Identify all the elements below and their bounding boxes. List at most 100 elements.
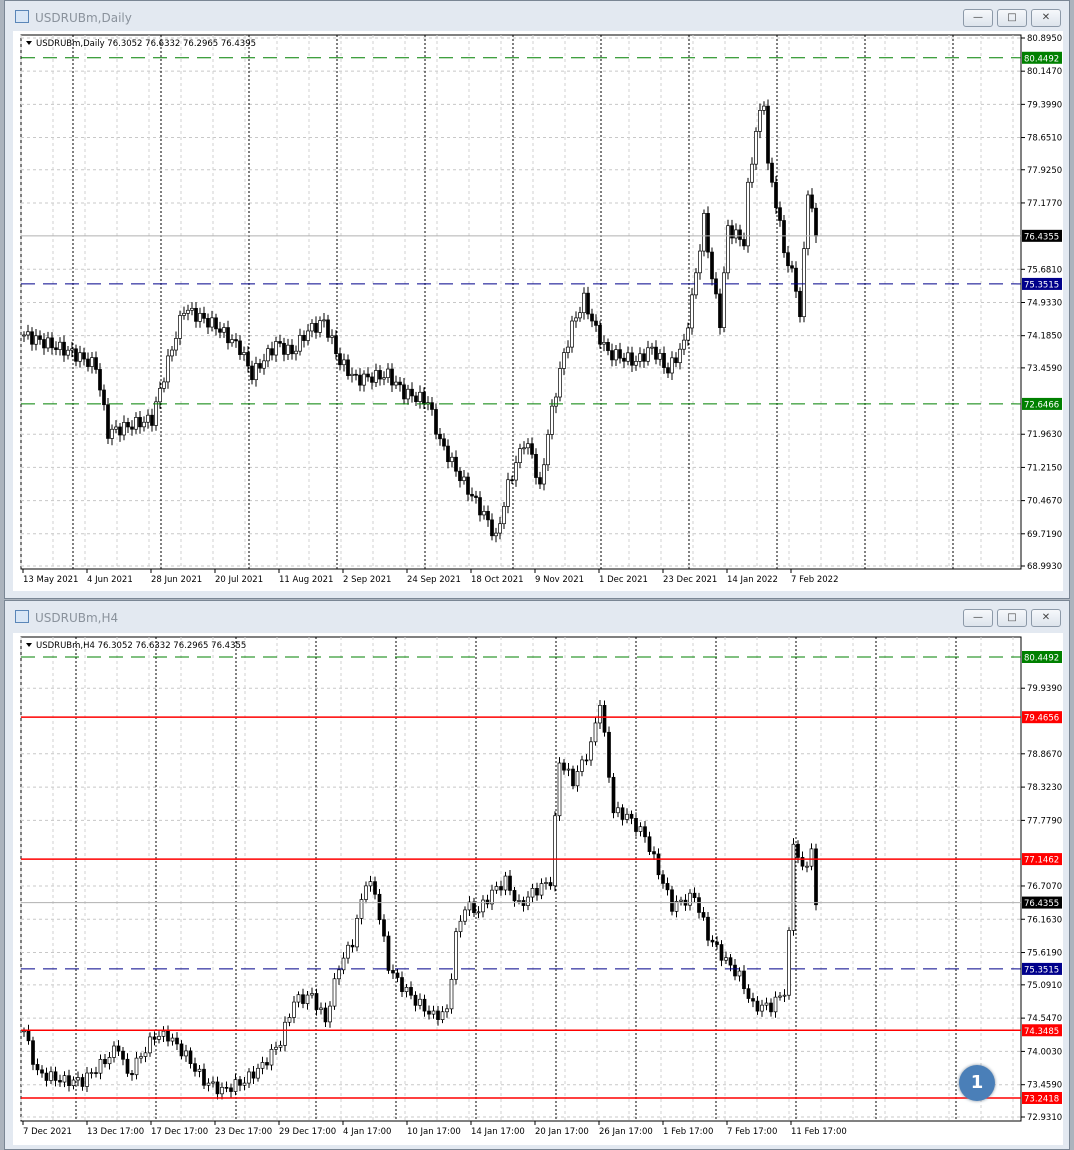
candle	[436, 1010, 440, 1020]
candle	[607, 731, 611, 778]
candle	[278, 341, 282, 344]
candle	[382, 919, 386, 937]
price-level-tag	[1022, 853, 1062, 866]
candle	[318, 320, 322, 333]
candle	[580, 759, 584, 772]
candle	[652, 851, 656, 855]
y-tick-label: 76.1630	[1027, 915, 1062, 925]
x-tick-label: 4 Jan 17:00	[343, 1127, 391, 1137]
candle	[796, 843, 800, 858]
candle	[742, 239, 746, 247]
candle	[656, 853, 661, 876]
candle	[582, 292, 586, 314]
candle	[706, 213, 710, 253]
candle	[490, 519, 494, 537]
h4-chart[interactable]: 79.9390 78.8670 78.3230 77.7790 76.7070 76.16…	[13, 633, 1063, 1145]
candle	[790, 265, 794, 269]
candle	[814, 207, 818, 237]
candle	[346, 359, 350, 376]
candle	[58, 341, 62, 350]
candle	[197, 1068, 202, 1072]
collapse-triangle-icon	[26, 643, 32, 647]
candle	[698, 250, 702, 274]
candle	[550, 405, 554, 435]
candle	[82, 352, 86, 360]
daily-chart-canvas[interactable]: 80.8950 80.1470 79.3990 78.6510 77.9250 77.17…	[13, 31, 1065, 591]
price-level-tag	[1022, 1091, 1062, 1104]
candle	[74, 348, 78, 362]
candle	[328, 1005, 332, 1023]
candle	[778, 207, 782, 221]
candle	[512, 890, 517, 902]
candle	[362, 373, 366, 386]
candle	[242, 352, 246, 355]
candle	[358, 374, 362, 386]
candle	[482, 511, 486, 516]
candle	[526, 443, 530, 449]
close-button[interactable]: ✕	[1031, 9, 1061, 27]
candle	[193, 1063, 197, 1072]
daily-chart[interactable]: 80.8950 80.1470 79.3990 78.6510 77.9250 77.17…	[13, 31, 1063, 591]
candle	[224, 1086, 229, 1089]
candle	[130, 426, 134, 430]
collapse-triangle-icon	[26, 41, 32, 45]
candle	[553, 815, 557, 887]
candle	[229, 1087, 233, 1092]
candle	[54, 347, 58, 350]
candle	[719, 944, 724, 961]
x-tick-label: 10 Jan 17:00	[407, 1127, 461, 1137]
candle	[544, 882, 548, 884]
candle	[670, 889, 674, 912]
candle	[594, 320, 598, 326]
candle	[170, 349, 174, 357]
maximize-button[interactable]: □	[997, 9, 1027, 27]
notification-badge[interactable]: 1	[959, 1065, 995, 1101]
minimize-button[interactable]: —	[963, 609, 993, 627]
x-tick-label: 23 Dec 17:00	[215, 1127, 272, 1137]
y-tick-label: 78.6510	[1027, 134, 1062, 144]
candle	[570, 320, 574, 348]
candle	[726, 225, 730, 274]
candle	[454, 456, 458, 472]
candle	[150, 414, 154, 426]
candle	[766, 105, 770, 164]
candle	[558, 368, 562, 398]
title-bar[interactable]: USDRUBm,Daily — □ ✕	[5, 1, 1069, 29]
candle	[686, 327, 690, 341]
candle	[386, 368, 390, 378]
candle	[458, 470, 462, 482]
candle	[762, 105, 766, 111]
candle	[146, 414, 150, 423]
title-bar[interactable]: USDRUBm,H4 — □ ✕	[5, 601, 1069, 629]
candle	[814, 848, 818, 906]
candle	[262, 360, 266, 369]
x-tick-label: 11 Feb 17:00	[791, 1127, 847, 1137]
candle	[206, 318, 210, 328]
candle	[476, 911, 481, 914]
maximize-button[interactable]: □	[997, 609, 1027, 627]
candle	[778, 995, 782, 998]
price-level-tag	[1022, 229, 1062, 242]
candle	[449, 978, 454, 1010]
candle	[270, 348, 274, 356]
candle	[400, 977, 404, 992]
h4-chart-canvas[interactable]: 79.9390 78.8670 78.3230 77.7790 76.7070 76.16…	[13, 633, 1065, 1145]
candle	[715, 941, 719, 945]
candle	[589, 741, 593, 761]
candle	[40, 1069, 44, 1074]
close-button[interactable]: ✕	[1031, 609, 1061, 627]
candle	[602, 342, 606, 345]
candle	[606, 342, 610, 351]
candle	[773, 996, 778, 1013]
candle	[535, 888, 539, 896]
candle	[374, 370, 378, 383]
candle	[114, 426, 118, 430]
candle	[467, 901, 472, 911]
x-tick-label: 1 Dec 2021	[599, 575, 648, 585]
candle	[233, 1079, 238, 1092]
candle	[287, 1017, 292, 1023]
candle	[770, 162, 774, 183]
candle	[670, 357, 674, 374]
minimize-button[interactable]: —	[963, 9, 993, 27]
candle	[674, 901, 679, 912]
